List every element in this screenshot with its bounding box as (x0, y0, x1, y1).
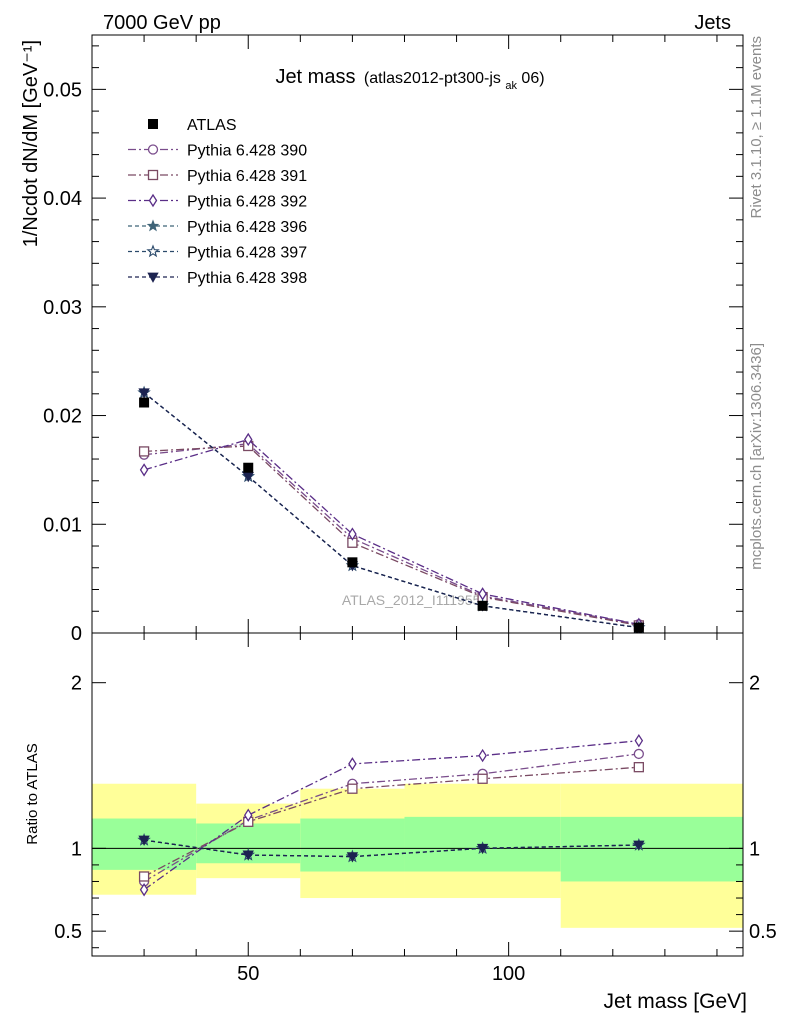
series-point-main (138, 388, 150, 399)
header-left: 7000 GeV pp (103, 12, 221, 34)
x-axis-label: Jet mass [GeV] (603, 990, 747, 1013)
series-point-ratio (633, 840, 645, 851)
x-tick-label: 100 (492, 963, 525, 985)
mcplots-label: mcplots.cern.ch [arXiv:1306.3436] (748, 343, 765, 570)
series-point-ratio (348, 757, 357, 771)
legend-marker (147, 144, 159, 155)
title-sub: (atlas2012-pt300-js (364, 70, 501, 87)
y-tick-label: 0.01 (43, 514, 82, 536)
series-curves (137, 385, 646, 897)
legend-marker (147, 169, 159, 181)
legend-label: Pythia 6.428 396 (187, 219, 307, 236)
y-tick-label: 0 (71, 623, 82, 645)
legend-marker (147, 272, 159, 283)
series-point-ratio (139, 883, 149, 897)
series-point-ratio (346, 852, 359, 863)
series-point-main (139, 463, 149, 477)
series-line-ratio (144, 839, 639, 858)
data-point (347, 557, 358, 568)
ratio-tick-label-right: 2 (749, 673, 760, 695)
title-sub-post: 06) (521, 70, 544, 87)
legend-marker (148, 193, 158, 208)
legend-label: Pythia 6.428 390 (187, 143, 307, 160)
series-point-ratio (633, 748, 644, 760)
header-right: Jets (694, 12, 731, 34)
data-point (139, 397, 150, 408)
atlas-data (139, 397, 644, 633)
ratio-panel-frame (91, 632, 744, 957)
legend-marker-atlas (148, 119, 158, 129)
x-tick-label: 50 (237, 963, 259, 985)
ratio-tick-label: 2 (71, 673, 82, 695)
chart-title: Jet mass (atlas2012-pt300-js ak 06) (275, 66, 544, 93)
legend-label: Pythia 6.428 398 (187, 270, 307, 287)
ratio-bands (92, 783, 743, 928)
y-axis-label: 1/Ncdot dN/dM [GeV⁻¹] (20, 40, 42, 247)
ratio-tick-label-right: 0.5 (749, 921, 777, 943)
y-tick-label: 0.05 (43, 79, 82, 101)
ratio-tick-label: 1 (71, 838, 82, 860)
y-tick-label: 0.04 (43, 188, 82, 210)
inner-band-4 (560, 816, 743, 882)
title-main: Jet mass (275, 66, 355, 88)
series-point-ratio (347, 783, 358, 794)
series-point-ratio (243, 808, 253, 822)
y-tick-label: 0.02 (43, 406, 82, 428)
legend-label-atlas: ATLAS (187, 117, 237, 134)
legend: ATLAS Pythia 6.428 390 Pythia 6.428 391 Pyt… (128, 117, 307, 287)
series-point-ratio (477, 773, 488, 784)
series-point-ratio (476, 843, 489, 855)
series-point-ratio (478, 748, 487, 763)
axes: 50 100 0 0.01 0.02 0.03 0.04 0.05 0.5 0.5 1 1 2 2 (43, 35, 777, 985)
legend-label: Pythia 6.428 397 (187, 245, 307, 262)
series-point-ratio (633, 762, 644, 773)
data-point (633, 622, 644, 633)
y-tick-label: 0.03 (43, 297, 82, 319)
series-point-ratio (242, 850, 254, 861)
ratio-tick-label-right: 1 (749, 838, 760, 860)
title-sub-index: ak (505, 80, 517, 92)
legend-label: Pythia 6.428 391 (187, 168, 307, 185)
analysis-watermark: ATLAS_2012_I1119557 (342, 592, 489, 608)
series-point-ratio (138, 835, 150, 846)
legend-label: Pythia 6.428 392 (187, 194, 307, 211)
rivet-version-label: Rivet 3.1.10, ≥ 1.1M events (748, 36, 765, 219)
data-point (477, 600, 488, 611)
series-point-main (138, 446, 150, 457)
series-point-ratio (634, 733, 644, 748)
ratio-axis-label: Ratio to ATLAS (24, 743, 41, 844)
ratio-tick-label: 0.5 (54, 921, 82, 943)
data-point (243, 462, 254, 473)
legend-marker (146, 244, 160, 258)
legend-marker (146, 219, 160, 232)
series-point-main (243, 432, 253, 447)
series-point-main (348, 527, 357, 541)
inner-band-2 (300, 818, 405, 872)
series-point-ratio (138, 871, 150, 882)
